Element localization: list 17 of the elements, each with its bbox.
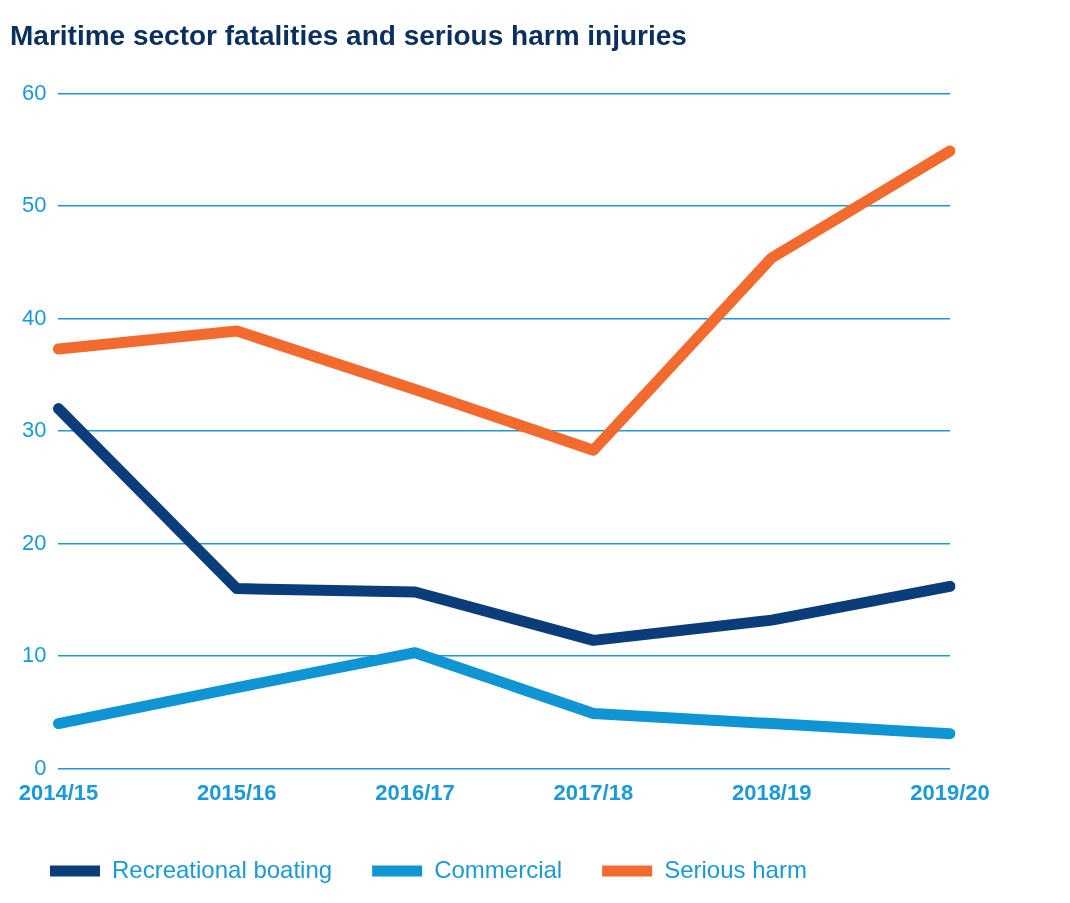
chart-title: Maritime sector fatalities and serious harm injuries <box>10 19 687 51</box>
x-tick-label: 2018/19 <box>731 779 812 805</box>
y-tick-label: 50 <box>21 192 47 218</box>
legend-label: Serious harm <box>664 855 807 883</box>
x-tick-label: 2014/15 <box>18 779 99 805</box>
y-tick-label: 10 <box>21 642 47 668</box>
y-tick-label: 20 <box>21 529 47 555</box>
x-tick-label: 2017/18 <box>553 779 634 805</box>
x-tick-label: 2015/16 <box>197 779 277 805</box>
legend-label: Commercial <box>434 855 563 883</box>
y-tick-label: 0 <box>34 754 47 780</box>
x-tick-label: 2016/17 <box>375 779 455 805</box>
y-tick-label: 40 <box>21 304 47 330</box>
y-tick-label: 60 <box>21 79 47 105</box>
y-tick-label: 30 <box>21 417 47 443</box>
x-tick-label: 2019/20 <box>910 779 990 805</box>
legend-label: Recreational boating <box>112 855 333 883</box>
